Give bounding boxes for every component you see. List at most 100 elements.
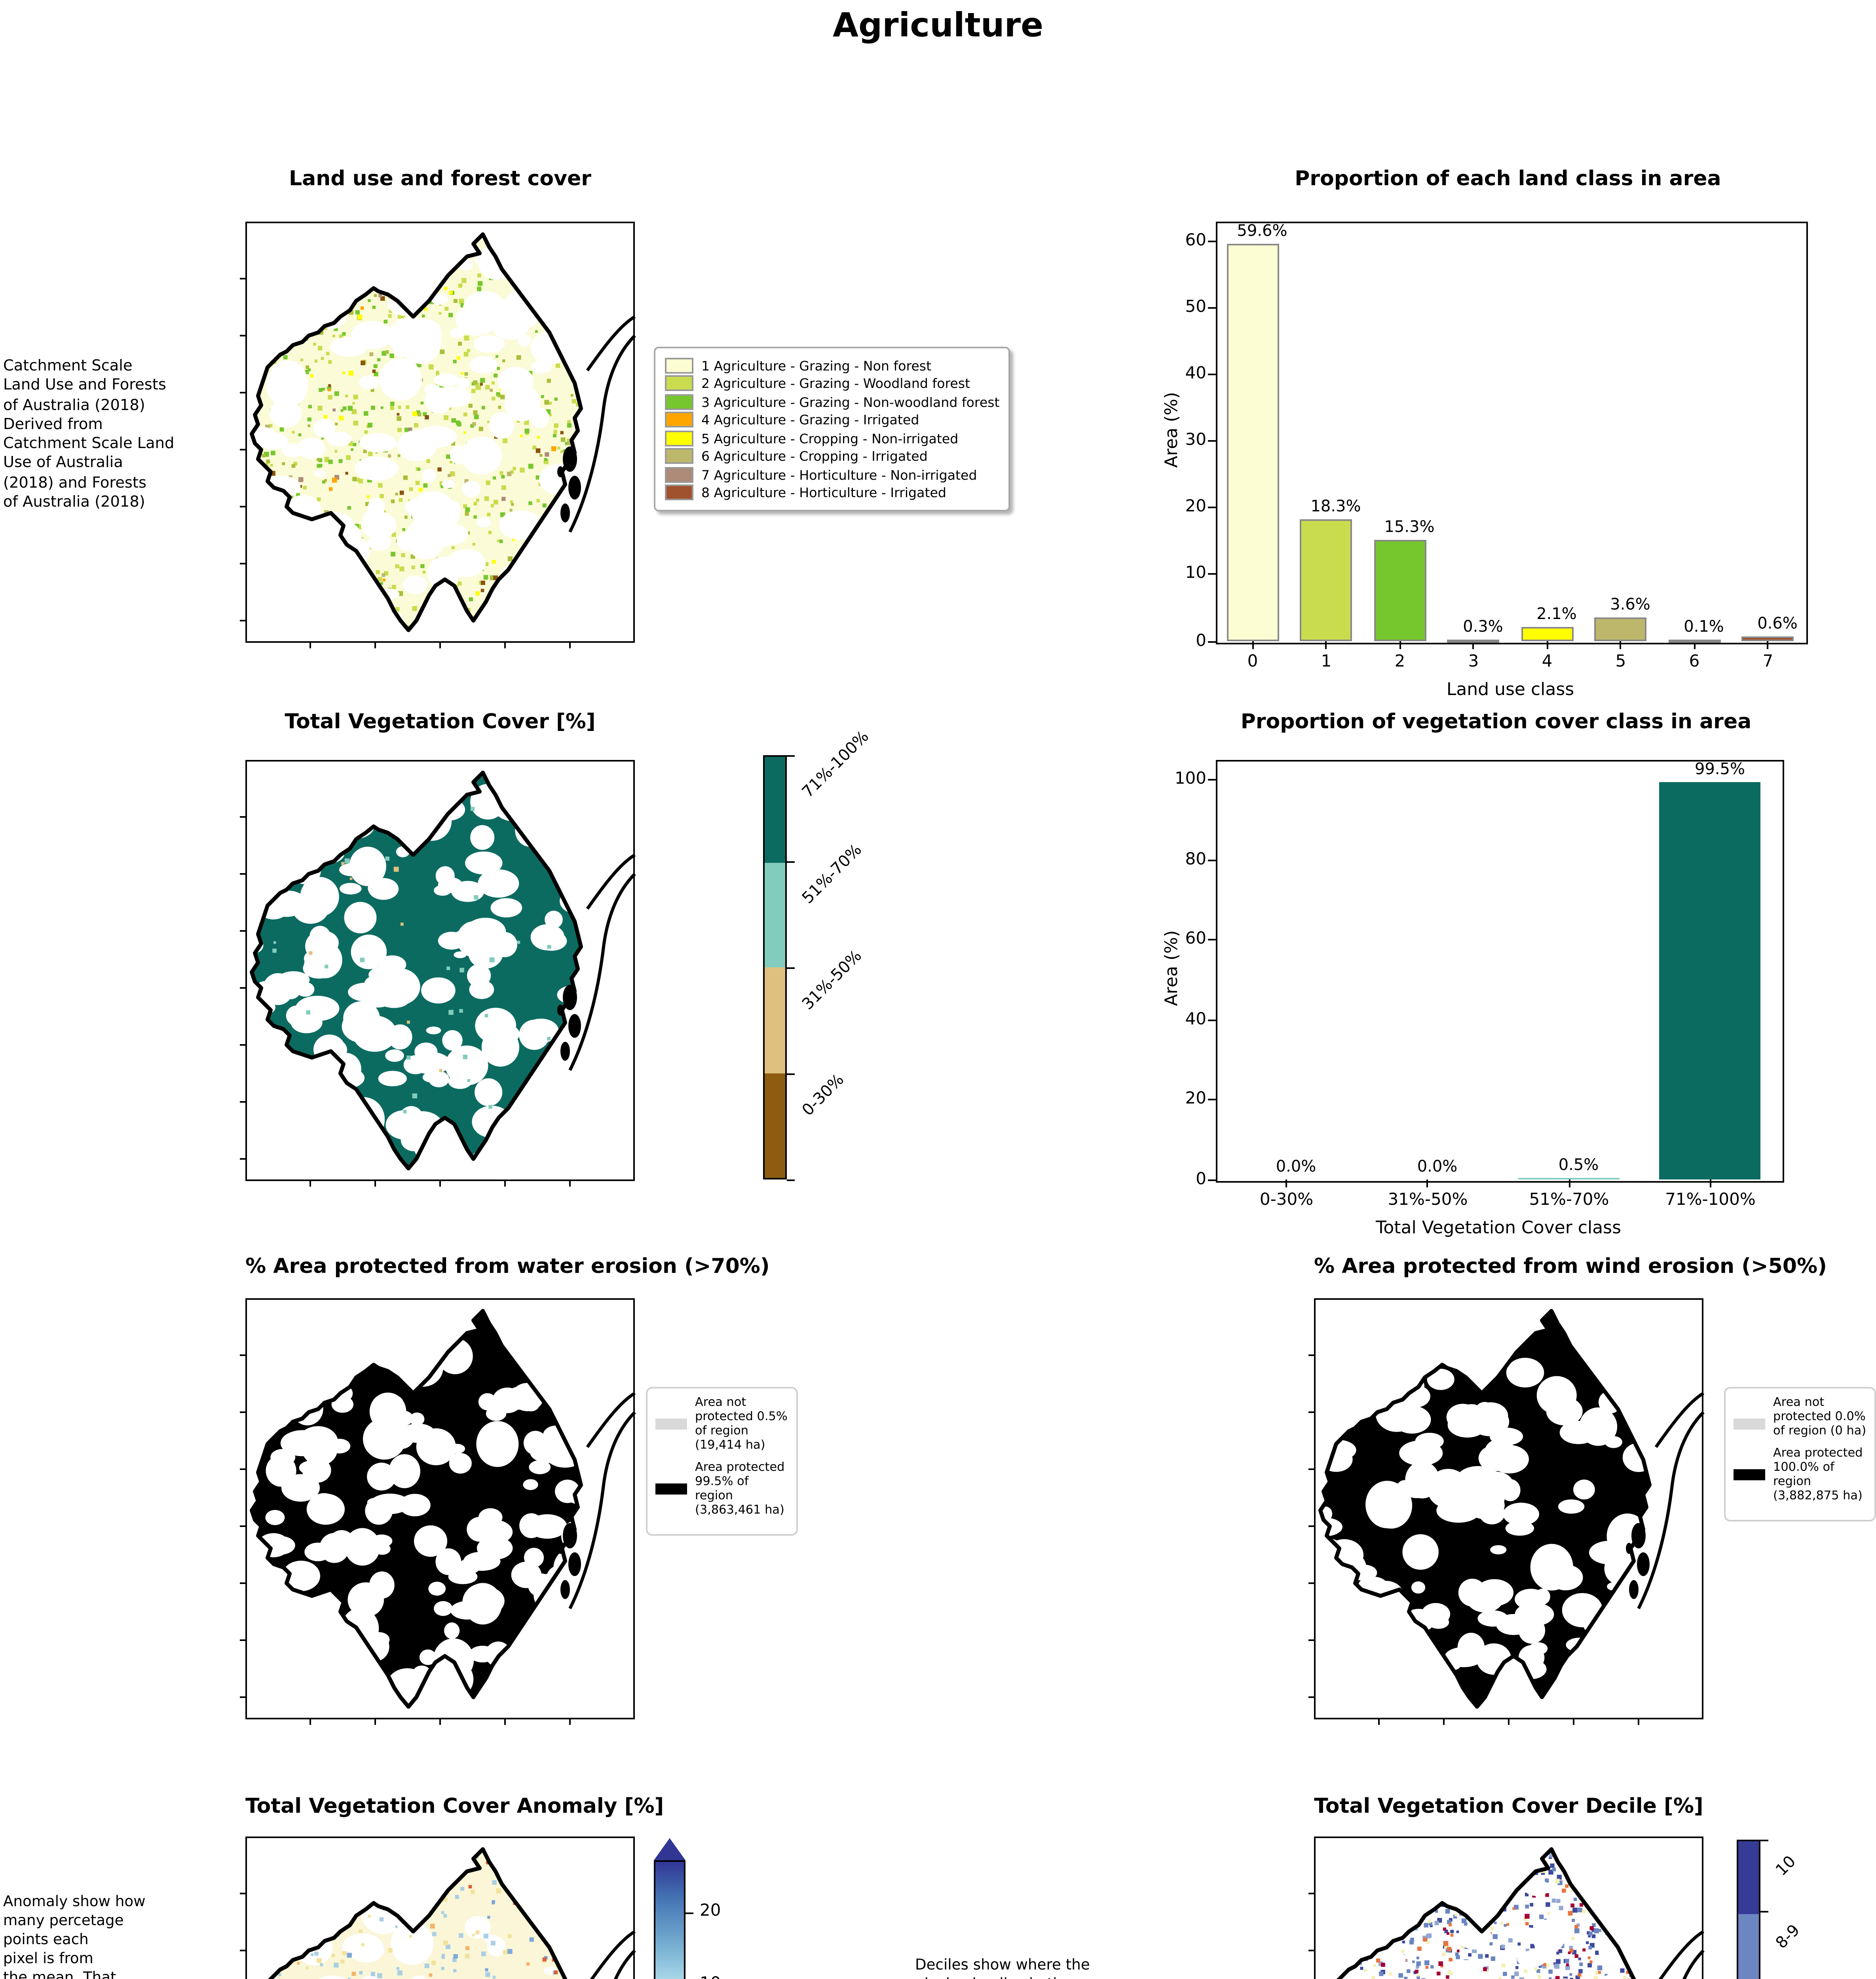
- water-erosion-map: [240, 1298, 636, 1725]
- x-tick-label: 2: [1394, 652, 1405, 671]
- x-axis-label: Total Vegetation Cover class: [1375, 1217, 1622, 1238]
- x-tick-label: 31%-50%: [1388, 1191, 1468, 1210]
- x-tick-label: 3: [1468, 652, 1479, 671]
- bar: [1594, 617, 1647, 641]
- veg-colorbar-segment: [765, 862, 785, 967]
- anomaly-colorbar-tick: [685, 1912, 693, 1914]
- veg-colorbar-tick: [787, 754, 795, 756]
- decile-map: [1308, 1837, 1705, 1979]
- x-tick-label: 71%-100%: [1665, 1191, 1756, 1210]
- decile-map-title: Total Vegetation Cover Decile [%]: [1314, 1795, 1703, 1819]
- veg-colorbar-tick: [787, 1179, 795, 1180]
- legend-swatch: [665, 412, 693, 427]
- anomaly-colorbar-bar: [654, 1860, 685, 1979]
- legend-item-label: 6 Agriculture - Cropping - Irrigated: [701, 448, 928, 464]
- y-tick: [1208, 1099, 1216, 1101]
- bar-value-label: 99.5%: [1694, 761, 1745, 779]
- bar-value-label: 0.0%: [1276, 1159, 1316, 1176]
- veg-cover-map-title: Total Vegetation Cover [%]: [285, 711, 596, 735]
- y-tick-label: 40: [1185, 364, 1207, 384]
- land-use-map-svg: [240, 222, 636, 648]
- decile-colorbar-bar: [1737, 1840, 1760, 1979]
- x-tick: [1399, 641, 1401, 649]
- y-tick-label: 30: [1185, 431, 1207, 450]
- y-axis-label: Area (%): [1161, 391, 1182, 467]
- y-tick: [1208, 241, 1216, 243]
- legend-swatch: [665, 484, 693, 500]
- legend-item: 5 Agriculture - Cropping - Non-irrigated: [665, 430, 1000, 446]
- x-tick-label: 6: [1689, 652, 1700, 671]
- legend-swatch: [665, 430, 693, 446]
- legend-item-label: Area protected 100.0% of region (3,882,8…: [1773, 1445, 1863, 1502]
- y-tick-label: 80: [1185, 849, 1207, 869]
- y-tick: [1208, 859, 1216, 861]
- x-tick: [1285, 1179, 1287, 1187]
- legend-swatch: [655, 1483, 687, 1495]
- y-tick: [1208, 374, 1216, 376]
- x-tick-label: 0-30%: [1259, 1191, 1314, 1210]
- page-title: Agriculture: [832, 6, 1044, 44]
- bar: [1741, 637, 1794, 641]
- anomaly-map-svg: [240, 1837, 636, 1979]
- y-tick-label: 0: [1196, 1169, 1206, 1188]
- y-tick: [1208, 939, 1216, 941]
- y-tick: [1208, 441, 1216, 443]
- anomaly-map: [240, 1837, 636, 1979]
- y-tick-label: 50: [1185, 298, 1207, 317]
- land-use-map: [240, 222, 636, 648]
- legend-swatch: [665, 375, 693, 391]
- legend-swatch: [655, 1419, 687, 1430]
- anomaly-description: Anomaly show how many percetage points e…: [3, 1894, 146, 1979]
- y-tick: [1208, 640, 1216, 642]
- legend-swatch: [665, 393, 693, 409]
- y-tick: [1208, 307, 1216, 309]
- wind-erosion-map-title: % Area protected from wind erosion (>50%…: [1314, 1255, 1827, 1279]
- x-tick: [1568, 1179, 1570, 1187]
- bar-value-label: 15.3%: [1384, 518, 1435, 536]
- legend-item: 6 Agriculture - Cropping - Irrigated: [665, 448, 1000, 464]
- legend-item-label: 1 Agriculture - Grazing - Non forest: [701, 357, 932, 373]
- x-tick: [1546, 641, 1548, 649]
- y-tick: [1208, 779, 1216, 781]
- veg-cover-map-svg: [240, 760, 636, 1187]
- bar: [1659, 782, 1761, 1179]
- legend-swatch: [1734, 1469, 1765, 1480]
- wind-erosion-legend: Area not protected 0.0% of region (0 ha)…: [1724, 1387, 1876, 1521]
- legend-item: Area not protected 0.5% of region (19,41…: [655, 1395, 788, 1453]
- legend-item-label: 3 Agriculture - Grazing - Non-woodland f…: [701, 393, 1000, 409]
- anomaly-colorbar-tick-label: 10: [700, 1973, 721, 1979]
- veg-colorbar-tick: [787, 967, 795, 968]
- decile-colorbar-tick: [1760, 1911, 1768, 1913]
- x-tick: [1325, 641, 1327, 649]
- bar-value-label: 2.1%: [1536, 606, 1577, 624]
- legend-item-label: 5 Agriculture - Cropping - Non-irrigated: [701, 430, 959, 446]
- y-tick-label: 10: [1185, 564, 1207, 583]
- bar-value-label: 59.6%: [1237, 224, 1287, 241]
- veg-colorbar-tick-label: 51%-70%: [799, 841, 866, 908]
- anomaly-map-title: Total Vegetation Cover Anomaly [%]: [245, 1795, 664, 1819]
- land-use-source-note: Catchment Scale Land Use and Forests of …: [3, 358, 175, 511]
- veg-colorbar-segment: [765, 1073, 785, 1178]
- bar: [1668, 640, 1721, 643]
- legend-item-label: Area protected 99.5% of region (3,863,46…: [695, 1459, 785, 1516]
- legend-item: 1 Agriculture - Grazing - Non forest: [665, 357, 1000, 373]
- legend-item-label: 4 Agriculture - Grazing - Irrigated: [701, 412, 919, 427]
- y-tick-label: 20: [1185, 498, 1207, 517]
- legend-item-label: 2 Agriculture - Grazing - Woodland fores…: [701, 375, 970, 391]
- veg-cover-map: [240, 760, 636, 1187]
- veg-colorbar-tick-label: 0-30%: [799, 1071, 848, 1120]
- x-tick: [1767, 641, 1769, 649]
- decile-colorbar-segment: [1738, 1913, 1759, 1979]
- x-tick-label: 1: [1321, 652, 1332, 671]
- anomaly-colorbar-top-arrow: [654, 1838, 685, 1860]
- y-tick-label: 20: [1185, 1089, 1207, 1109]
- bar: [1373, 539, 1426, 641]
- legend-item: 8 Agriculture - Horticulture - Irrigated: [665, 484, 1000, 500]
- veg-colorbar-tick-label: 71%-100%: [799, 728, 873, 802]
- decile-colorbar-tick-label: 10: [1773, 1853, 1800, 1880]
- veg-colorbar-tick: [787, 1073, 795, 1074]
- veg-colorbar-bar: [763, 755, 787, 1179]
- legend-swatch: [665, 466, 693, 482]
- y-tick-label: 100: [1174, 769, 1206, 789]
